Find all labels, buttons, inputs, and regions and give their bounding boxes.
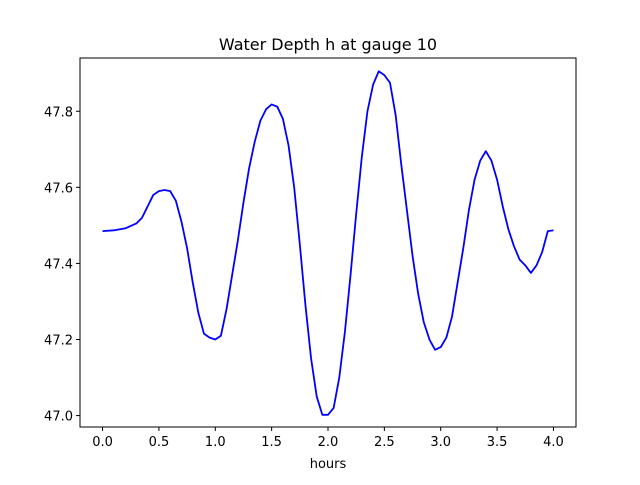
- x-tick-label: 0.0: [92, 435, 113, 450]
- y-tick-label: 47.2: [44, 334, 73, 349]
- x-tick-label: 3.5: [487, 435, 508, 450]
- y-axis: 47.0 47.2 47.4 47.6 47.8: [44, 105, 80, 425]
- x-tick-label: 1.5: [261, 435, 282, 450]
- y-tick-label: 47.6: [44, 181, 73, 196]
- y-tick-label: 47.0: [44, 410, 73, 425]
- x-tick-label: 1.0: [205, 435, 226, 450]
- x-tick-label: 3.0: [430, 435, 451, 450]
- x-axis-label: hours: [310, 457, 347, 472]
- x-axis: 0.0 0.5 1.0 1.5 2.0 2.5 3.0 3.5 4.0: [92, 427, 564, 450]
- x-tick-label: 0.5: [149, 435, 170, 450]
- x-tick-label: 2.0: [318, 435, 339, 450]
- chart-title: Water Depth h at gauge 10: [219, 35, 437, 54]
- series-line: [102, 70, 554, 416]
- x-tick-label: 2.5: [374, 435, 395, 450]
- y-tick-label: 47.8: [44, 105, 73, 120]
- y-tick-label: 47.4: [44, 257, 73, 272]
- x-tick-label: 4.0: [543, 435, 564, 450]
